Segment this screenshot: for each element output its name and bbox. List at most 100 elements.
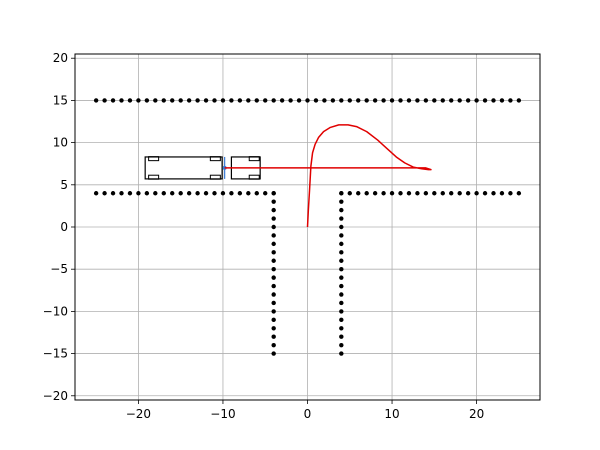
obstacle-point (339, 216, 344, 221)
obstacle-point (110, 191, 116, 196)
obstacle-point (136, 98, 141, 103)
obstacle-point (381, 98, 386, 103)
obstacle-point (119, 98, 124, 103)
obstacle-point (170, 191, 175, 196)
obstacle-point (271, 250, 276, 255)
obstacle-point (178, 98, 183, 103)
obstacle-point (271, 317, 276, 323)
planned-path-line (224, 124, 432, 228)
obstacle-point (237, 191, 243, 196)
obstacle-point (271, 258, 276, 263)
y-tick-label: −15 (43, 347, 68, 361)
obstacle-point (271, 309, 276, 314)
obstacle-points (93, 98, 522, 356)
obstacle-point (322, 98, 327, 103)
x-tick-label: −10 (210, 407, 235, 421)
obstacle-point (263, 98, 268, 103)
wheel (248, 156, 260, 162)
obstacle-point (279, 98, 285, 103)
obstacle-point (288, 98, 293, 103)
obstacle-point (229, 98, 234, 103)
obstacle-point (440, 191, 445, 196)
obstacle-point (119, 191, 124, 196)
obstacle-point (339, 283, 344, 289)
obstacle-point (474, 191, 479, 196)
obstacle-point (195, 191, 200, 196)
obstacle-point (110, 98, 116, 103)
obstacle-point (339, 292, 344, 297)
obstacle-point (339, 250, 344, 255)
obstacle-point (161, 191, 166, 196)
path-layer (224, 124, 432, 228)
obstacle-point (339, 191, 344, 196)
obstacle-point (339, 326, 344, 331)
obstacle-point (271, 283, 276, 289)
obstacle-point (246, 98, 251, 103)
obstacle-point (339, 258, 344, 263)
obstacle-point (229, 191, 234, 196)
obstacle-point (271, 191, 276, 196)
obstacle-point (339, 351, 344, 356)
obstacle-point (465, 191, 471, 196)
x-tick-label: −20 (126, 407, 151, 421)
obstacle-point (516, 98, 522, 103)
obstacle-point (364, 98, 369, 103)
obstacle-point (508, 98, 513, 103)
y-tick-label: −5 (50, 262, 68, 276)
obstacle-point (271, 216, 276, 221)
obstacle-point (93, 191, 99, 196)
obstacle-point (491, 98, 496, 103)
obstacle-point (356, 191, 361, 196)
x-axis-ticks: −20 −10 0 10 20 (126, 400, 484, 421)
obstacle-point (237, 98, 243, 103)
obstacle-point (271, 224, 276, 230)
y-tick-label: 5 (60, 178, 68, 192)
obstacle-point (305, 98, 310, 103)
x-tick-label: 20 (469, 407, 484, 421)
obstacle-point (102, 98, 107, 103)
obstacle-point (389, 98, 395, 103)
obstacle-point (347, 191, 352, 196)
obstacle-point (186, 191, 192, 196)
obstacle-point (271, 98, 276, 103)
obstacle-point (271, 334, 276, 339)
obstacle-point (186, 98, 192, 103)
obstacle-point (415, 98, 420, 103)
obstacle-point (339, 199, 344, 204)
obstacle-point (153, 191, 158, 196)
y-tick-label: 15 (53, 93, 68, 107)
obstacle-point (153, 98, 158, 103)
y-tick-label: 20 (53, 51, 68, 65)
obstacle-point (271, 300, 276, 306)
y-tick-label: 0 (60, 220, 68, 234)
obstacle-point (499, 191, 505, 196)
obstacle-point (372, 191, 378, 196)
wheel (209, 174, 221, 180)
obstacle-point (195, 98, 200, 103)
obstacle-point (271, 207, 276, 213)
obstacle-point (516, 191, 522, 196)
obstacle-point (406, 191, 412, 196)
hitch-point (222, 165, 227, 170)
obstacle-point (127, 98, 133, 103)
obstacle-point (102, 191, 107, 196)
obstacle-point (271, 233, 276, 238)
obstacle-point (330, 98, 336, 103)
obstacle-point (364, 191, 369, 196)
obstacle-point (271, 199, 276, 204)
obstacle-point (178, 191, 183, 196)
obstacle-point (170, 98, 175, 103)
obstacle-point (449, 98, 454, 103)
obstacle-point (254, 98, 259, 103)
obstacle-point (491, 191, 496, 196)
y-tick-label: 10 (53, 136, 68, 150)
obstacle-point (398, 98, 403, 103)
obstacle-point (212, 191, 217, 196)
obstacle-point (465, 98, 471, 103)
obstacle-point (296, 98, 302, 103)
obstacle-point (220, 98, 226, 103)
x-tick-label: 0 (304, 407, 312, 421)
obstacle-point (271, 241, 276, 247)
obstacle-point (440, 98, 445, 103)
